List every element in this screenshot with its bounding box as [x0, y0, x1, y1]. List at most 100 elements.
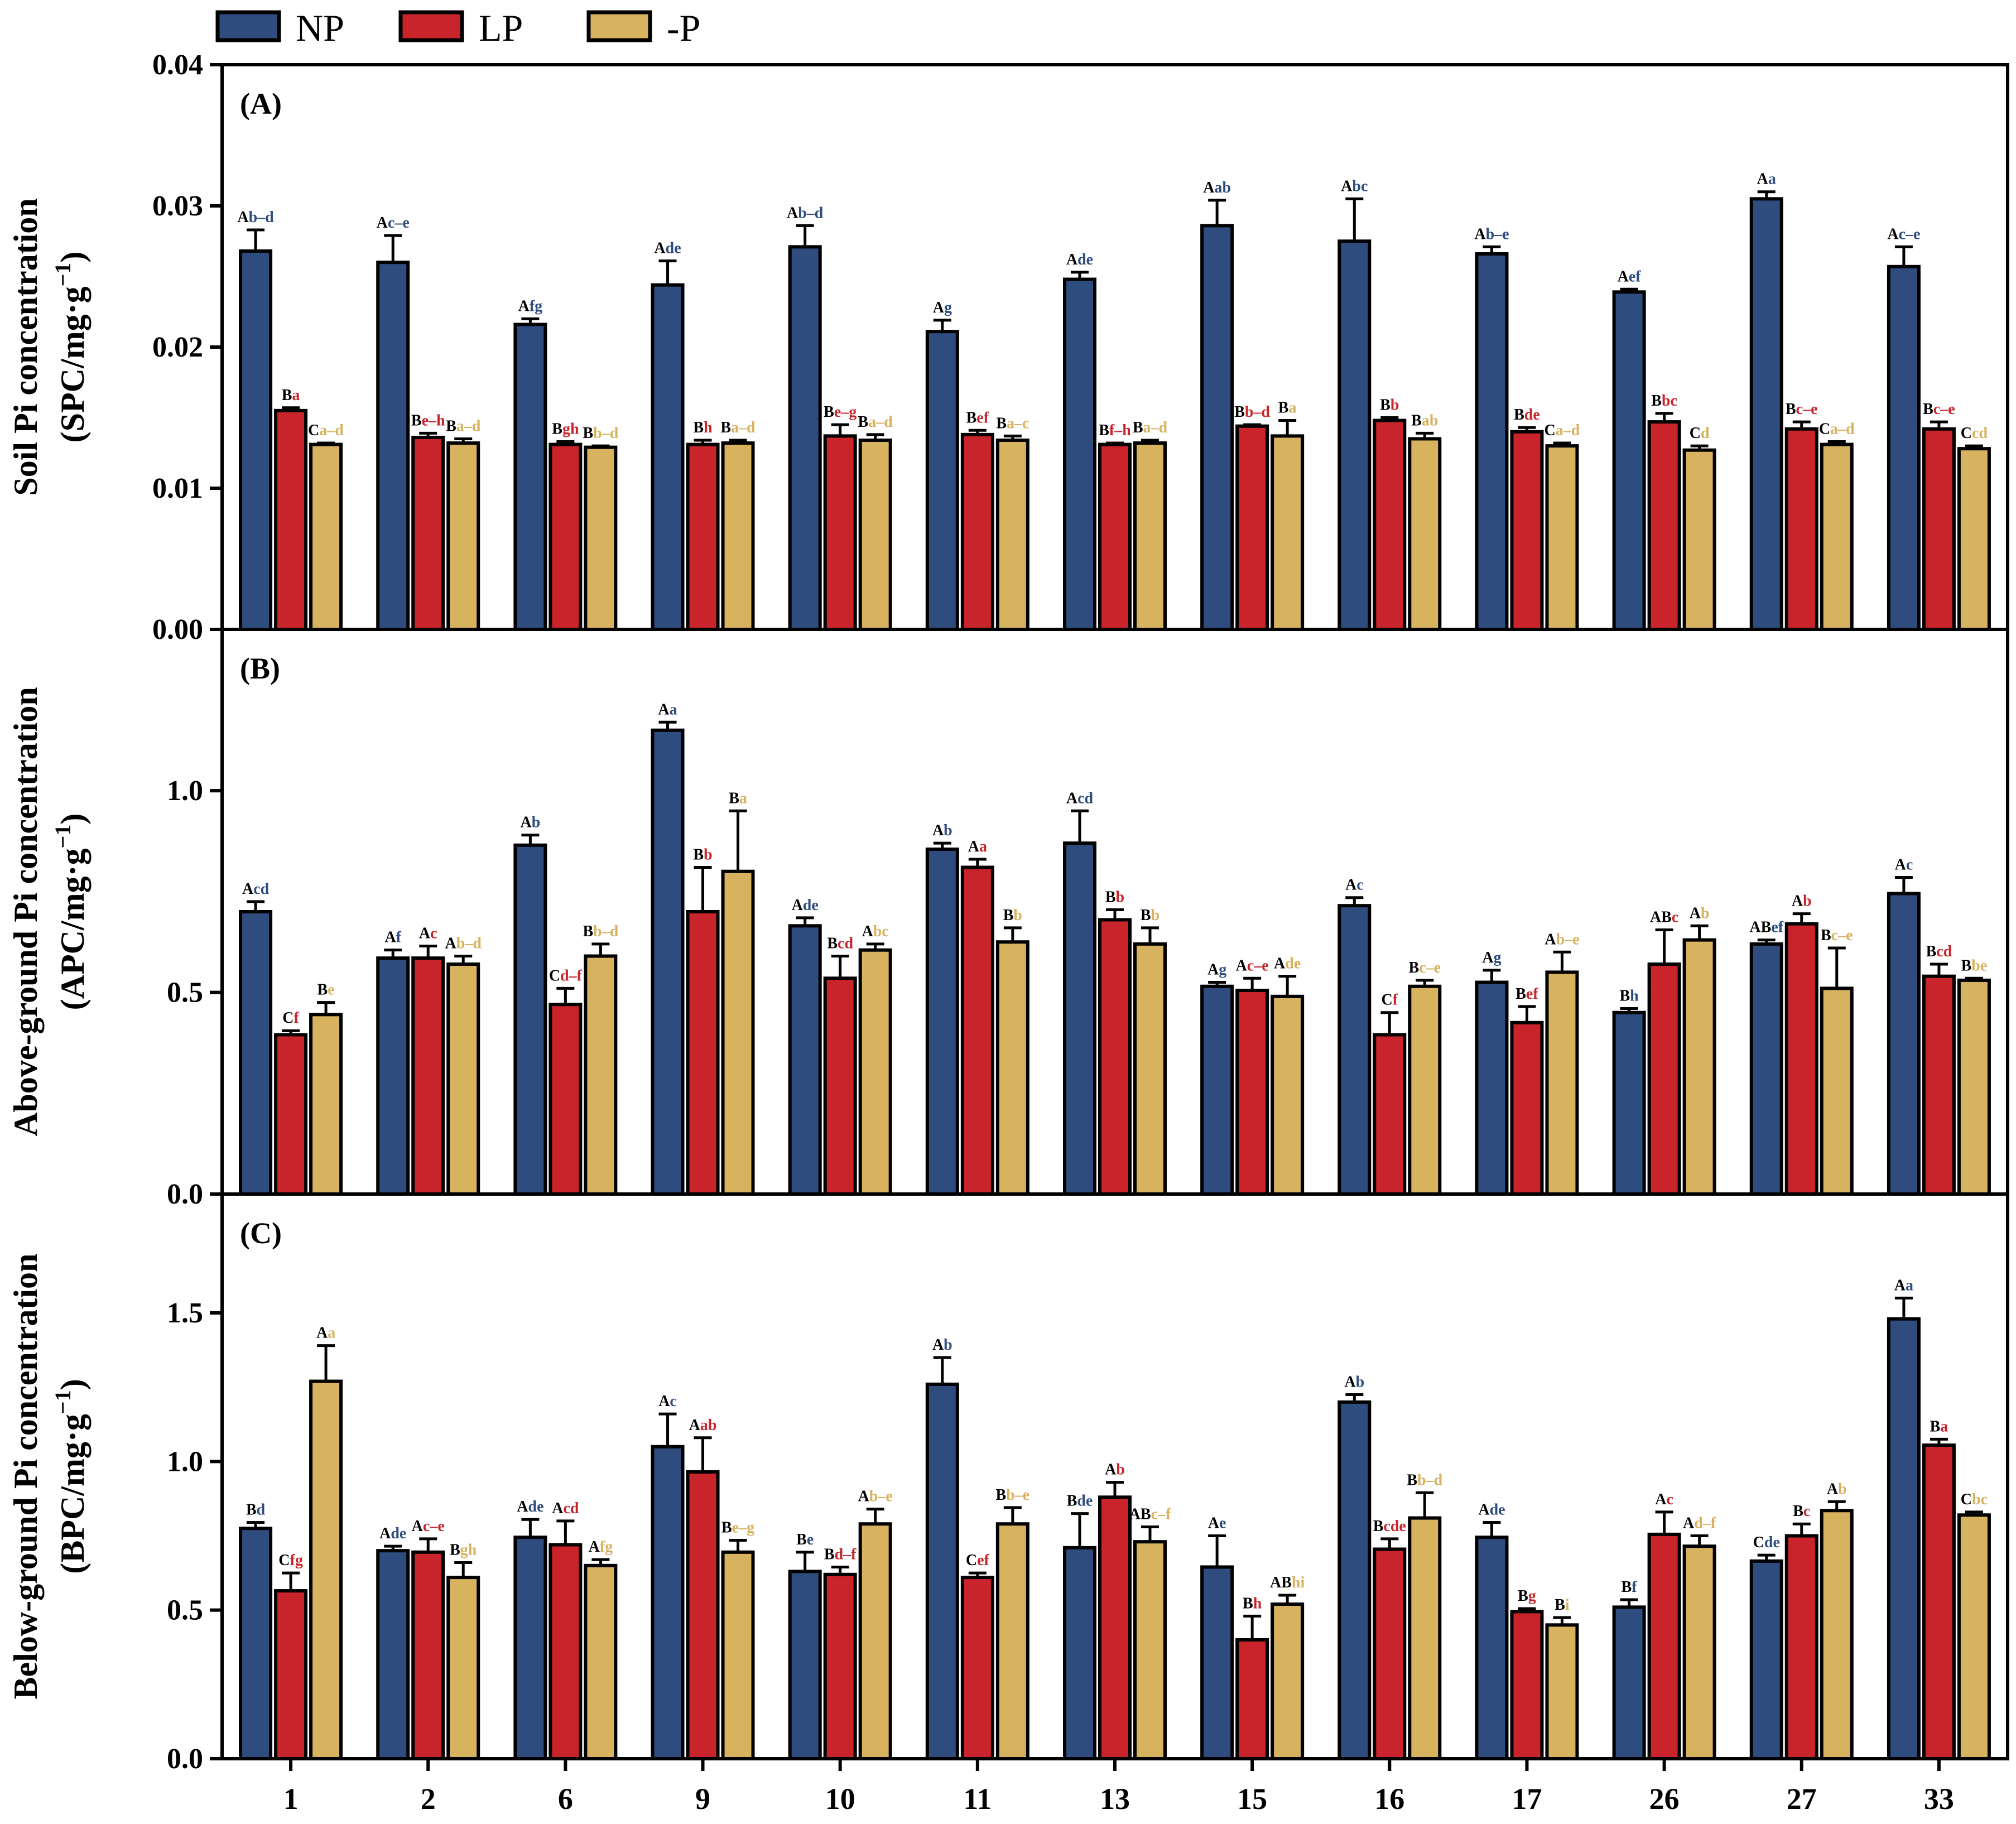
significance-label: Cfg [278, 1552, 303, 1569]
bar [1063, 1546, 1096, 1760]
bar [1098, 442, 1132, 631]
bar [584, 445, 618, 631]
bar [1922, 1443, 1956, 1761]
bar [1200, 224, 1234, 632]
bar [1887, 264, 1921, 632]
significance-label: Ca–d [308, 422, 344, 439]
significance-label: Bcd [1926, 943, 1952, 960]
significance-label: Ab [932, 1336, 952, 1354]
bar [1510, 1021, 1544, 1196]
bar [686, 910, 720, 1196]
bar [1545, 1623, 1579, 1760]
bar [721, 1550, 755, 1760]
y-tick-label: 0.01 [152, 473, 203, 504]
x-tick-label: 11 [963, 1782, 992, 1816]
bar [1200, 984, 1234, 1196]
bar [584, 1563, 618, 1761]
bar [1475, 252, 1509, 631]
bar [513, 1536, 547, 1760]
significance-label: Bab [1411, 412, 1438, 429]
x-tick-label: 10 [825, 1782, 855, 1816]
significance-label: Ac–e [1236, 957, 1269, 974]
bar [309, 442, 343, 631]
bar [1510, 430, 1544, 631]
bar [960, 865, 994, 1196]
bar [1682, 448, 1716, 631]
significance-label: Bcd [827, 935, 853, 952]
significance-label: Ab–e [1474, 225, 1509, 243]
bar [1647, 1532, 1681, 1760]
significance-label: Cf [1382, 992, 1398, 1009]
bar [1373, 1547, 1407, 1760]
bar [960, 1576, 994, 1760]
significance-label: Bb–d [583, 923, 618, 940]
significance-label: Ba [729, 790, 747, 807]
bar [1749, 942, 1783, 1196]
bar [823, 1572, 857, 1760]
significance-label: Af [384, 929, 401, 946]
bar [1098, 918, 1132, 1196]
significance-label: ABef [1749, 919, 1783, 936]
bar [1475, 1536, 1509, 1760]
significance-label: Ab–d [445, 935, 482, 952]
significance-label: Ab [1690, 904, 1710, 922]
bar [651, 728, 685, 1196]
x-tick-label: 1 [283, 1782, 299, 1816]
bar [1133, 942, 1167, 1196]
bar [1820, 442, 1854, 631]
significance-label: Bc–e [1821, 927, 1853, 944]
y-tick-label: 0.5 [167, 1595, 203, 1626]
legend-label: -P [667, 7, 700, 49]
bar [651, 283, 685, 631]
bar [309, 1013, 343, 1196]
significance-label: ABc–f [1129, 1506, 1171, 1523]
significance-label: Be [317, 981, 335, 999]
legend-label: LP [479, 7, 523, 49]
x-tick-label: 9 [695, 1782, 710, 1816]
significance-label: Ab–d [237, 209, 274, 226]
significance-label: Aa [658, 701, 677, 718]
significance-label: Aab [1203, 179, 1231, 196]
bar [1612, 290, 1646, 631]
bar [925, 330, 959, 631]
bar [858, 1522, 892, 1760]
bar [548, 442, 583, 631]
bar [1887, 1317, 1921, 1761]
significance-label: Bb–d [583, 425, 618, 442]
bar [513, 843, 547, 1196]
significance-label: Ac [419, 925, 437, 942]
bar [1373, 1033, 1407, 1196]
bar [1784, 427, 1818, 631]
bar [858, 948, 892, 1196]
significance-label: Ade [654, 240, 681, 257]
significance-label: Ac [1895, 856, 1913, 874]
bar [1957, 1513, 1991, 1761]
significance-label: Bb [693, 846, 712, 863]
bar [925, 847, 959, 1196]
legend-item-lp: LP [398, 7, 523, 49]
bar [1784, 922, 1818, 1196]
y-tick-label: 0.0 [167, 1743, 203, 1775]
significance-label: Bde [1067, 1493, 1093, 1510]
significance-label: Bef [1515, 985, 1538, 1003]
legend-swatch [215, 10, 281, 42]
significance-label: Be–h [411, 412, 445, 429]
x-tick-label: 26 [1649, 1782, 1680, 1816]
bar [925, 1382, 959, 1761]
significance-label: Cf [282, 1009, 299, 1027]
bar [446, 441, 480, 631]
bar [548, 1003, 583, 1196]
significance-label: Ca–d [1819, 421, 1855, 438]
significance-label: Ab [932, 822, 952, 839]
bar [513, 323, 547, 631]
bar [788, 1570, 822, 1761]
significance-label: Cd–f [549, 967, 583, 984]
legend-swatch [586, 10, 652, 42]
legend-item-minus-p: -P [586, 7, 700, 49]
significance-label: Acd [1066, 790, 1094, 807]
significance-label: Bbc [1651, 392, 1677, 410]
x-tick-label: 6 [558, 1782, 573, 1816]
significance-label: Ade [1274, 955, 1301, 973]
y-axis-unit-label: (SPC/mg·g−1) [50, 252, 91, 443]
bar [788, 245, 822, 631]
